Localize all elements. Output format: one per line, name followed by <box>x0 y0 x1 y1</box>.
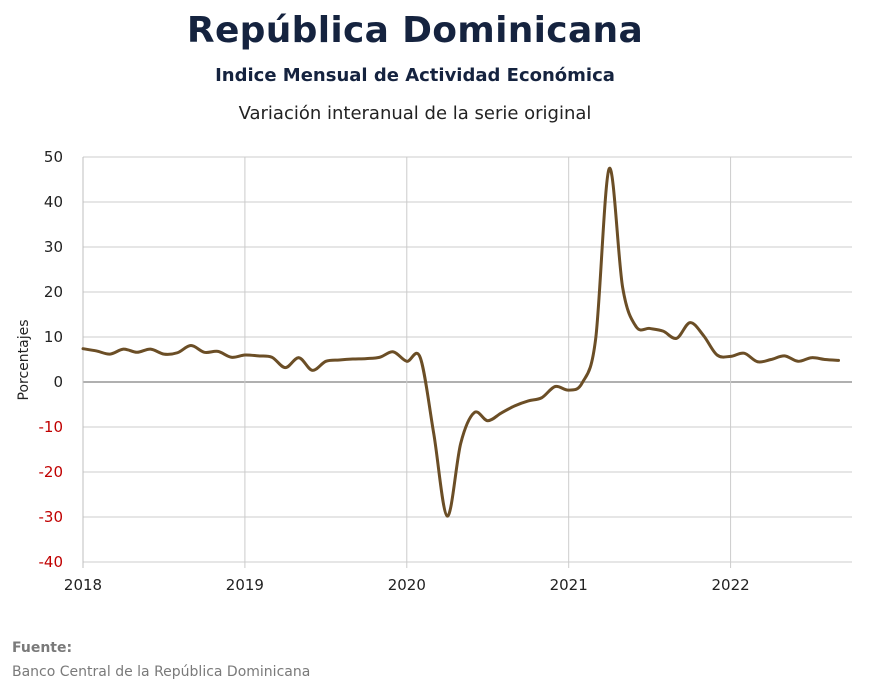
data-point <box>608 167 611 170</box>
data-point <box>459 442 462 445</box>
y-tick-label: 10 <box>44 328 63 346</box>
y-axis-label: Porcentajes <box>16 319 32 400</box>
data-point <box>824 358 827 361</box>
data-point <box>797 360 800 363</box>
data-point <box>297 356 300 359</box>
data-point <box>432 432 435 435</box>
chart-description: Variación interanual de la serie origina… <box>238 103 592 124</box>
data-point <box>648 327 651 330</box>
data-point <box>689 321 692 324</box>
data-point <box>702 334 705 337</box>
data-point <box>311 369 314 372</box>
x-tick-label: 2020 <box>388 576 426 594</box>
data-point <box>189 344 192 347</box>
data-point <box>95 349 98 352</box>
x-tick-label: 2019 <box>226 576 264 594</box>
x-tick-label: 2021 <box>550 576 588 594</box>
data-point <box>581 381 584 384</box>
data-point <box>635 325 638 328</box>
data-point <box>270 356 273 359</box>
chart-subtitle: Indice Mensual de Actividad Económica <box>215 65 615 86</box>
data-point <box>527 399 530 402</box>
y-tick-label: 20 <box>44 283 63 301</box>
data-point <box>756 360 759 363</box>
data-point <box>176 351 179 354</box>
data-point <box>284 366 287 369</box>
data-point <box>675 337 678 340</box>
data-point <box>594 337 597 340</box>
data-point <box>203 351 206 354</box>
data-point <box>324 360 327 363</box>
data-point <box>729 355 732 358</box>
data-point <box>392 350 395 353</box>
y-tick-label: -30 <box>39 508 64 526</box>
data-point <box>743 352 746 355</box>
data-point <box>351 358 354 361</box>
series-line <box>81 167 841 518</box>
data-point <box>554 385 557 388</box>
y-tick-label: 50 <box>44 148 63 166</box>
data-point <box>486 419 489 422</box>
data-point <box>473 411 476 414</box>
data-point <box>216 350 219 353</box>
data-point <box>122 348 125 351</box>
data-point <box>257 354 260 357</box>
data-point <box>716 354 719 357</box>
data-point <box>162 353 165 356</box>
data-point <box>540 396 543 399</box>
data-point <box>243 354 246 357</box>
data-point <box>365 357 368 360</box>
y-tick-label: 30 <box>44 238 63 256</box>
data-point <box>500 412 503 415</box>
data-point <box>230 356 233 359</box>
data-point <box>567 389 570 392</box>
data-point <box>82 347 85 350</box>
data-point <box>621 286 624 289</box>
data-point <box>783 354 786 357</box>
y-tick-label: -10 <box>39 418 64 436</box>
data-point <box>338 358 341 361</box>
chart-title: República Dominicana <box>186 10 644 51</box>
data-point <box>135 351 138 354</box>
data-point <box>513 404 516 407</box>
y-tick-label: -40 <box>39 553 64 571</box>
y-tick-label: 40 <box>44 193 63 211</box>
data-point <box>419 356 422 359</box>
source-label: Fuente: <box>12 640 73 656</box>
data-point <box>378 356 381 359</box>
source-text: Banco Central de la República Dominicana <box>12 664 311 680</box>
data-point <box>446 515 449 518</box>
data-point <box>149 348 152 351</box>
data-point <box>405 360 408 363</box>
grid-layer <box>82 156 852 568</box>
data-point <box>108 353 111 356</box>
data-point <box>662 330 665 333</box>
x-tick-label: 2022 <box>711 576 749 594</box>
data-point <box>810 356 813 359</box>
series-layer <box>81 167 841 518</box>
data-point <box>770 358 773 361</box>
x-tick-label: 2018 <box>64 576 102 594</box>
data-point <box>837 359 840 362</box>
y-tick-label: -20 <box>39 463 64 481</box>
y-tick-label: 0 <box>53 373 63 391</box>
